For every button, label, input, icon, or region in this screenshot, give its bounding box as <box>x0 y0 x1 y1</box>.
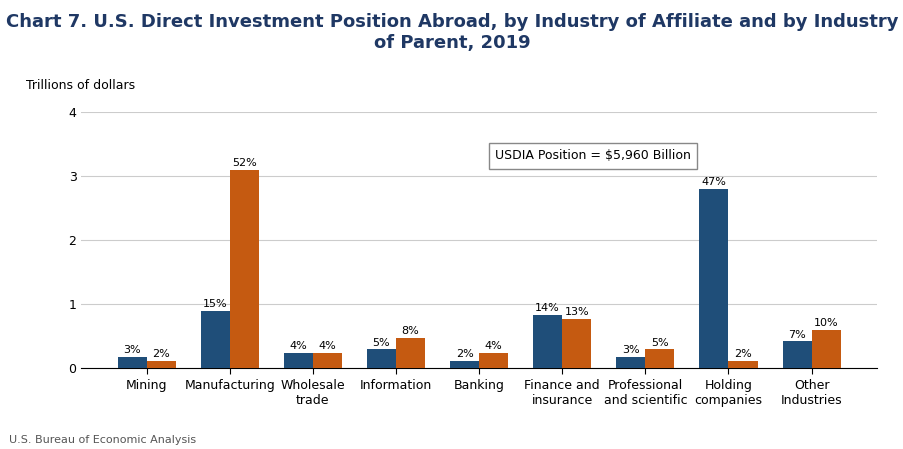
Bar <box>616 357 645 368</box>
Bar <box>450 361 479 368</box>
Text: 2%: 2% <box>455 349 473 359</box>
Text: 2%: 2% <box>733 349 751 359</box>
Text: 52%: 52% <box>232 158 256 168</box>
Legend: Affiliate industry, Parent industry: Affiliate industry, Parent industry <box>333 446 624 449</box>
Text: 8%: 8% <box>401 326 419 336</box>
Text: 4%: 4% <box>484 341 502 351</box>
Text: Trillions of dollars: Trillions of dollars <box>25 79 135 92</box>
Text: 3%: 3% <box>123 345 141 355</box>
Bar <box>200 311 229 368</box>
Text: 5%: 5% <box>650 338 668 348</box>
Bar <box>533 315 562 368</box>
Bar <box>782 342 811 368</box>
Bar <box>699 189 728 368</box>
Text: 47%: 47% <box>701 177 726 187</box>
Text: 15%: 15% <box>202 299 228 309</box>
Text: 14%: 14% <box>535 303 560 313</box>
Text: Chart 7. U.S. Direct Investment Position Abroad, by Industry of Affiliate and by: Chart 7. U.S. Direct Investment Position… <box>5 13 898 52</box>
Text: 2%: 2% <box>152 349 170 359</box>
Text: 10%: 10% <box>813 318 838 329</box>
Text: 3%: 3% <box>621 345 639 355</box>
Bar <box>284 353 312 368</box>
Bar <box>479 353 507 368</box>
Bar <box>728 361 757 368</box>
Text: 4%: 4% <box>318 341 336 351</box>
Text: U.S. Bureau of Economic Analysis: U.S. Bureau of Economic Analysis <box>9 435 196 445</box>
Bar <box>645 349 674 368</box>
Bar <box>229 170 258 368</box>
Bar <box>117 357 146 368</box>
Bar <box>811 330 840 368</box>
Text: 7%: 7% <box>787 330 805 340</box>
Bar <box>367 349 396 368</box>
Text: 13%: 13% <box>563 307 589 317</box>
Text: 5%: 5% <box>372 338 390 348</box>
Bar <box>312 353 341 368</box>
Text: 4%: 4% <box>289 341 307 351</box>
Bar <box>396 338 424 368</box>
Bar <box>146 361 175 368</box>
Text: USDIA Position = $5,960 Billion: USDIA Position = $5,960 Billion <box>495 149 690 162</box>
Bar <box>562 319 591 368</box>
